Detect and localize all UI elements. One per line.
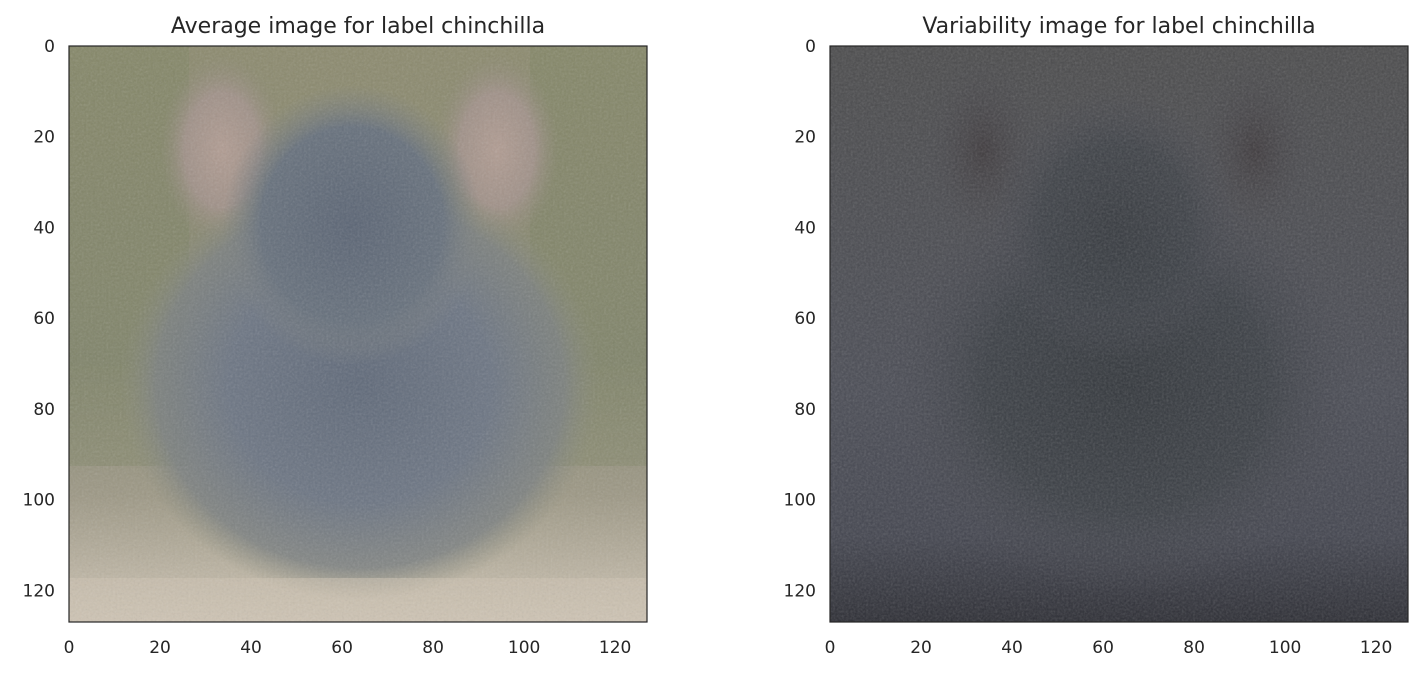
x-tick-label: 20 [910, 638, 932, 658]
y-tick-label: 0 [44, 37, 55, 57]
average-image-title: Average image for label chinchilla [171, 14, 545, 39]
y-tick-label: 80 [33, 400, 55, 420]
y-tick-label: 120 [23, 581, 55, 601]
average-image-axes: 0 20 40 60 80 100 120 0 20 40 60 80 100 120 [23, 37, 632, 658]
variability-image-axes: 0 20 40 60 80 100 120 0 20 40 60 80 100 120 [784, 37, 1393, 658]
x-tick-label: 40 [240, 638, 262, 658]
x-tick-label: 0 [825, 638, 836, 658]
variability-image-title: Variability image for label chinchilla [922, 14, 1315, 39]
y-tick-label: 60 [33, 309, 55, 329]
y-tick-label: 100 [23, 491, 55, 511]
x-tick-label: 60 [331, 638, 353, 658]
x-tick-label: 0 [64, 638, 75, 658]
average-image [69, 46, 647, 622]
y-tick-label: 80 [794, 400, 816, 420]
x-tick-label: 100 [1269, 638, 1301, 658]
y-tick-label: 40 [33, 218, 55, 238]
y-tick-label: 20 [33, 128, 55, 148]
y-tick-label: 0 [805, 37, 816, 57]
variability-image-frame [829, 45, 1409, 623]
x-tick-label: 60 [1092, 638, 1114, 658]
y-tick-label: 60 [794, 309, 816, 329]
x-tick-label: 80 [422, 638, 444, 658]
x-tick-label: 120 [599, 638, 631, 658]
x-tick-label: 100 [508, 638, 540, 658]
variability-image [830, 46, 1408, 622]
y-tick-label: 20 [794, 128, 816, 148]
average-image-panel: Average image for label chinchilla 0 20 40… [23, 14, 648, 658]
y-tick-label: 40 [794, 218, 816, 238]
x-tick-label: 80 [1183, 638, 1205, 658]
x-tick-label: 120 [1360, 638, 1392, 658]
y-tick-label: 100 [784, 491, 816, 511]
variability-image-panel: Variability image for label chinchilla 0… [784, 14, 1409, 658]
x-tick-label: 20 [149, 638, 171, 658]
average-image-frame [68, 45, 648, 623]
y-tick-label: 120 [784, 581, 816, 601]
x-tick-label: 40 [1001, 638, 1023, 658]
